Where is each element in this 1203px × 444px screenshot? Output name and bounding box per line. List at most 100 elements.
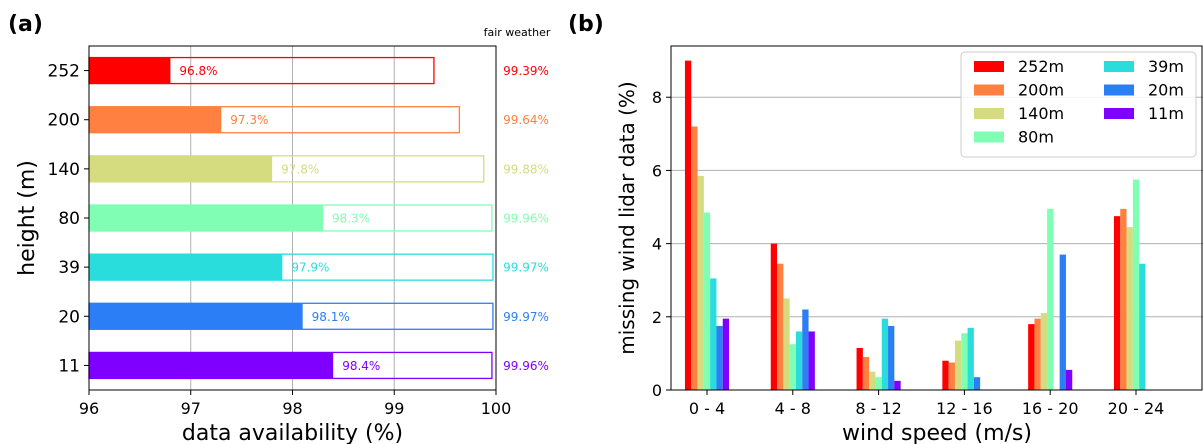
chart-b-legend-label: 80m — [1018, 128, 1054, 147]
chart-a-y-tick-label: 140 — [48, 160, 80, 180]
chart-b-y-tick-label: 6 — [652, 161, 662, 180]
chart-b-bar — [954, 340, 962, 390]
chart-b-bar — [894, 380, 901, 390]
chart-a-availability-bar — [89, 205, 324, 231]
chart-b-y-tick-label: 2 — [652, 308, 662, 327]
chart-b-legend-label: 11m — [1148, 104, 1184, 123]
chart-b-legend-label: 39m — [1148, 57, 1184, 76]
chart-b-y-tick-label: 0 — [652, 381, 662, 400]
chart-b-bar — [1047, 208, 1054, 390]
chart-b-legend-label: 252m — [1018, 57, 1064, 76]
chart-a-data-availability: 96.8% 99.39% 97.3% 99.64% 97.8% 99.88% 98.3% 99… — [15, 26, 551, 444]
chart-b-bar — [770, 243, 778, 390]
chart-b-legend-swatch — [974, 84, 1004, 96]
chart-b-bar — [1113, 216, 1121, 390]
chart-a-fair-weather-value: 99.97% — [503, 310, 549, 324]
chart-b-bar — [1139, 263, 1146, 390]
chart-b-bar — [697, 175, 704, 390]
chart-b-legend-swatch — [974, 108, 1004, 119]
chart-b-x-tick-label: 4 - 8 — [775, 399, 811, 418]
chart-b-legend-swatch — [974, 131, 1004, 143]
chart-b-legend-swatch — [1104, 61, 1134, 72]
chart-b-x-tick-label: 20 - 24 — [1108, 399, 1165, 418]
chart-a-x-tick-label: 97 — [181, 399, 201, 418]
panel-b-label: (b) — [568, 12, 604, 37]
chart-b-bar — [973, 377, 981, 390]
chart-b-bar — [1034, 318, 1041, 390]
chart-b-bar — [869, 371, 876, 390]
chart-a-availability-bar — [89, 106, 222, 133]
chart-b-bar — [875, 377, 882, 390]
chart-b-bar — [1065, 369, 1073, 390]
chart-a-y-tick-label: 11 — [58, 356, 80, 376]
chart-b-bar — [942, 360, 949, 390]
chart-b-bar — [967, 327, 974, 390]
chart-a-bar-label: 98.4% — [342, 359, 380, 373]
chart-a-y-tick-label: 20 — [58, 307, 80, 327]
chart-a-fair-weather-value: 99.39% — [503, 64, 549, 78]
chart-a-y-tick-label: 39 — [58, 258, 80, 278]
chart-b-bar — [1132, 179, 1140, 390]
panel-a-label: (a) — [8, 12, 43, 37]
chart-a-bar-label: 96.8% — [179, 64, 217, 78]
chart-b-y-tick-label: 4 — [652, 235, 662, 254]
chart-a-x-tick-label: 100 — [481, 399, 512, 418]
chart-b-bar — [888, 325, 895, 390]
chart-a-x-tick-label: 99 — [384, 399, 404, 418]
chart-a-ticks: 96 97 98 99 100 252 200 140 80 39 20 11 — [48, 62, 512, 418]
chart-b-legend: 252m 200m 140m 80m 39m 20m 11m — [960, 51, 1197, 158]
chart-b-frame — [670, 45, 1203, 391]
chart-b-y-axis-label: missing wind lidar data (%) — [615, 81, 639, 354]
chart-b-y-tick-label: 8 — [652, 88, 662, 107]
chart-b-bar — [856, 347, 863, 390]
chart-b-bar — [795, 331, 803, 390]
chart-a-bar-label: 98.1% — [312, 310, 350, 324]
chart-b-bar — [881, 318, 889, 390]
chart-b-bar — [722, 318, 730, 390]
chart-a-fair-weather-value: 99.96% — [503, 212, 549, 226]
chart-b-legend-label: 20m — [1148, 81, 1184, 100]
chart-b-bar — [808, 331, 815, 390]
chart-b-bar — [1028, 324, 1035, 390]
chart-b-bar — [777, 263, 784, 390]
chart-a-fair-weather-value: 99.97% — [503, 261, 549, 275]
chart-b-bar — [684, 60, 692, 390]
chart-b-legend-box — [960, 51, 1197, 158]
chart-b-bar — [862, 357, 870, 390]
chart-b-x-tick-label: 0 - 4 — [689, 399, 725, 418]
chart-b-legend-swatch — [1104, 84, 1134, 96]
chart-a-fair-weather-label: fair weather — [484, 26, 551, 39]
chart-a-availability-bar — [89, 352, 334, 379]
chart-a-y-tick-label: 200 — [48, 111, 80, 131]
chart-a-bar-label: 97.8% — [281, 162, 319, 176]
chart-b-legend-swatch — [974, 61, 1004, 72]
chart-b-x-tick-label: 8 - 12 — [855, 399, 901, 418]
chart-b-x-axis-label: wind speed (m/s) — [842, 421, 1032, 444]
chart-b-bar — [1126, 227, 1133, 390]
chart-b-legend-label: 200m — [1018, 81, 1064, 100]
chart-b-bars — [684, 60, 1146, 391]
chart-a-bar-label: 97.9% — [291, 261, 329, 275]
chart-a-y-tick-label: 252 — [48, 62, 80, 82]
chart-b-bar — [789, 344, 796, 390]
chart-b-bar — [783, 298, 790, 390]
chart-b-bar — [961, 333, 968, 390]
chart-b-missing-data: 0 2 4 6 8 0 - 4 4 - 8 8 - 12 12 - 16 16 - 20 20 - … — [615, 45, 1203, 444]
chart-b-bar — [1120, 208, 1127, 390]
chart-a-availability-bar — [89, 57, 171, 84]
chart-b-legend-label: 140m — [1018, 104, 1064, 123]
chart-a-fair-weather-value: 99.64% — [503, 113, 549, 127]
chart-b-bar — [691, 126, 698, 391]
chart-a-availability-bar — [89, 155, 273, 182]
chart-b-bar — [948, 362, 955, 390]
chart-a-availability-bar — [89, 254, 283, 281]
chart-a-fair-weather-value: 99.96% — [503, 359, 549, 373]
chart-a-fair-weather-value: 99.88% — [503, 162, 549, 176]
chart-a-availability-bar — [89, 303, 303, 330]
chart-b-bar — [703, 212, 711, 390]
chart-b-bar — [802, 309, 809, 390]
chart-b-legend-swatch — [1104, 108, 1134, 119]
chart-a-y-axis-label: height (m) — [15, 160, 40, 276]
chart-a-x-axis-label: data availability (%) — [182, 421, 403, 444]
